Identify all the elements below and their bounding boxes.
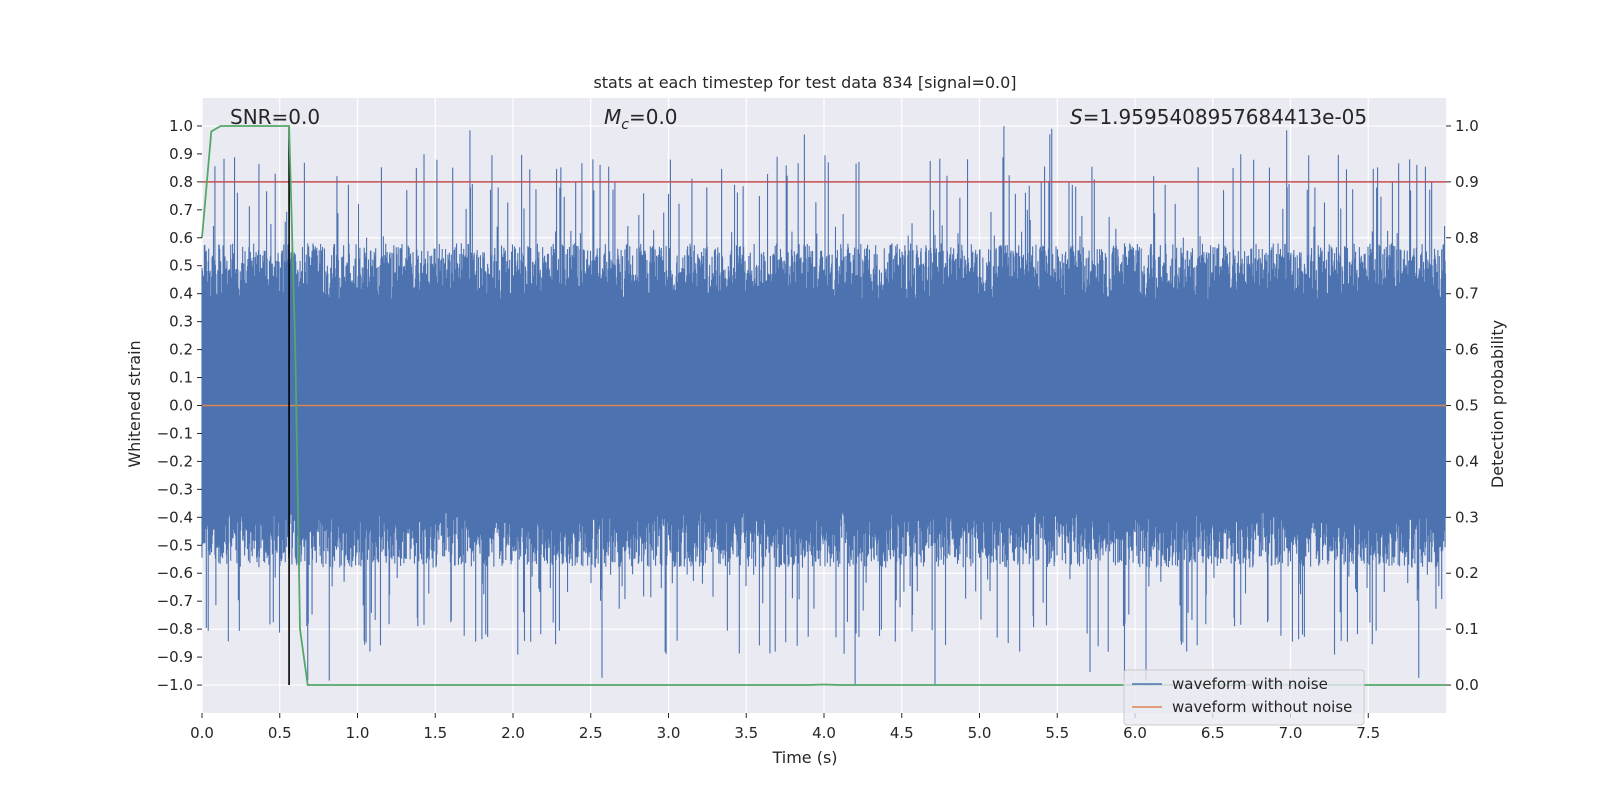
legend-label-clean: waveform without noise — [1172, 698, 1352, 716]
y-tick-label: 0.5 — [169, 257, 193, 275]
y-tick-label: 0.8 — [169, 173, 193, 191]
y-tick-label: −0.3 — [157, 480, 193, 498]
y-tick-label: −0.2 — [157, 452, 193, 470]
y-tick-label: 0.0 — [169, 397, 193, 415]
y2-tick-label: 0.4 — [1455, 452, 1479, 470]
legend: waveform with noise waveform without noi… — [1123, 669, 1365, 726]
legend-label-noise: waveform with noise — [1172, 675, 1328, 693]
x-tick-label: 5.0 — [968, 724, 992, 742]
s-annotation: S=1.9595408957684413e-05 — [1070, 105, 1367, 129]
x-tick-label: 1.0 — [346, 724, 370, 742]
x-tick-label: 6.0 — [1123, 724, 1147, 742]
y-tick-label: 0.3 — [169, 313, 193, 331]
x-tick-label: 0.0 — [190, 724, 214, 742]
x-tick-label: 1.5 — [423, 724, 447, 742]
x-axis-label: Time (s) — [771, 748, 837, 767]
x-tick-label: 4.0 — [812, 724, 836, 742]
y2-tick-label: 0.9 — [1455, 173, 1479, 191]
y-tick-label: 0.6 — [169, 229, 193, 247]
x-tick-label: 2.0 — [501, 724, 525, 742]
mc-subscript: c — [621, 117, 629, 133]
y2-tick-label: 0.2 — [1455, 564, 1479, 582]
y2-tick-label: 1.0 — [1455, 117, 1479, 135]
x-tick-label: 0.5 — [268, 724, 292, 742]
y2-ticks: 1.0 0.9 0.8 0.7 0.6 0.5 0.4 0.3 0.2 0.1 0.0 — [1446, 117, 1479, 694]
y-ticks: 1.0 0.9 0.8 0.7 0.6 0.5 0.4 0.3 0.2 0.1 0.0 −0.1 −0.… — [157, 117, 202, 694]
x-tick-label: 3.5 — [734, 724, 758, 742]
y-tick-label: 0.1 — [169, 369, 193, 387]
y-tick-label: 0.2 — [169, 341, 193, 359]
x-tick-label: 6.5 — [1201, 724, 1225, 742]
y-tick-label: 0.7 — [169, 201, 193, 219]
y2-tick-label: 0.5 — [1455, 397, 1479, 415]
y-tick-label: −0.9 — [157, 648, 193, 666]
y2-tick-label: 0.8 — [1455, 229, 1479, 247]
s-symbol: S — [1070, 105, 1083, 129]
x-tick-label: 4.5 — [890, 724, 914, 742]
y-tick-label: −0.8 — [157, 620, 193, 638]
y2-tick-label: 0.7 — [1455, 285, 1479, 303]
y-axis-label: Whitened strain — [125, 340, 144, 467]
y-tick-label: 0.4 — [169, 285, 193, 303]
legend-box — [1123, 669, 1365, 726]
overlay-lines — [201, 125, 1446, 686]
y2-axis-label: Detection probability — [1488, 320, 1507, 488]
y-tick-label: −0.4 — [157, 508, 193, 526]
y-tick-label: −0.6 — [157, 564, 193, 582]
probability-line — [201, 125, 1446, 686]
y-tick-label: −0.5 — [157, 536, 193, 554]
y-tick-label: −0.1 — [157, 424, 193, 442]
y-tick-label: 1.0 — [169, 117, 193, 135]
chart-title: stats at each timestep for test data 834… — [593, 73, 1016, 92]
x-tick-label: 2.5 — [579, 724, 603, 742]
x-tick-label: 7.5 — [1356, 724, 1380, 742]
mc-annotation: Mc=0.0 — [604, 105, 678, 133]
y-tick-label: −0.7 — [157, 592, 193, 610]
y2-tick-label: 0.3 — [1455, 508, 1479, 526]
x-tick-label: 3.0 — [657, 724, 681, 742]
mc-value: =0.0 — [629, 105, 678, 129]
y2-tick-label: 0.1 — [1455, 620, 1479, 638]
y2-tick-label: 0.6 — [1455, 341, 1479, 359]
x-tick-label: 7.0 — [1279, 724, 1303, 742]
mc-symbol: M — [604, 105, 621, 129]
y-tick-label: −1.0 — [157, 676, 193, 694]
x-ticks: 0.0 0.5 1.0 1.5 2.0 2.5 3.0 3.5 4.0 4.5 5.0 5.5 6.0 6… — [190, 713, 1380, 742]
s-value: =1.9595408957684413e-05 — [1083, 105, 1367, 129]
x-tick-label: 5.5 — [1045, 724, 1069, 742]
y-tick-label: 0.9 — [169, 145, 193, 163]
y2-tick-label: 0.0 — [1455, 676, 1479, 694]
snr-annotation: SNR=0.0 — [230, 105, 320, 129]
